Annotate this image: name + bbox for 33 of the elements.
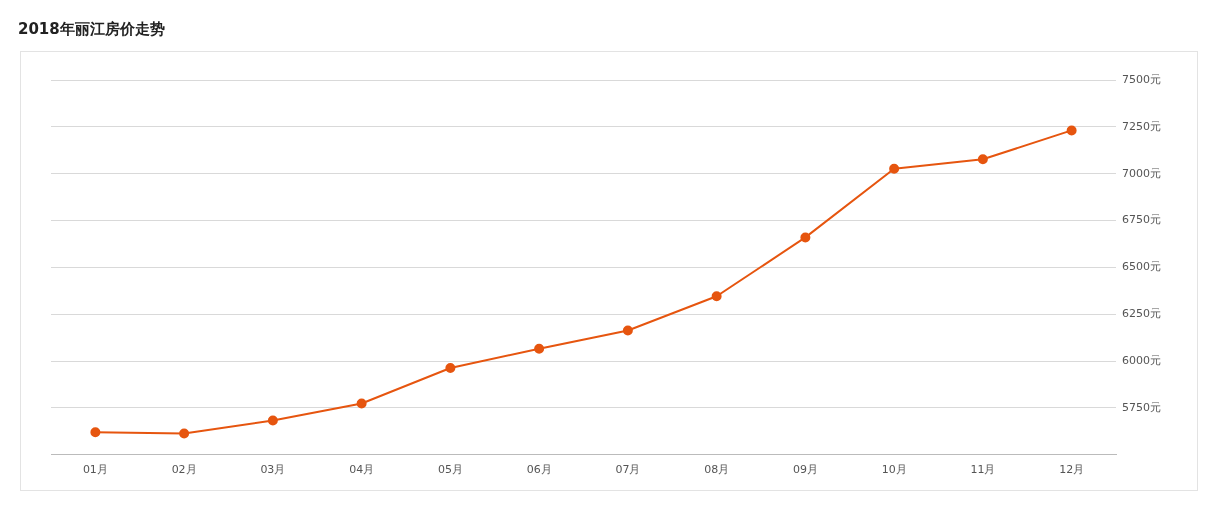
point: [622, 325, 633, 336]
x-tick-label: 06月: [526, 463, 552, 477]
x-tick-label: 01月: [82, 463, 108, 477]
y-tick-label: 5750元: [1122, 400, 1162, 414]
x-tick-label: 05月: [437, 463, 463, 477]
y-tick-label: 7250元: [1122, 119, 1162, 133]
x-tick-label: 03月: [260, 463, 286, 477]
point: [356, 398, 367, 409]
point: [800, 232, 811, 243]
point: [977, 154, 988, 165]
y-tick-label: 7000元: [1122, 166, 1162, 180]
point: [267, 415, 278, 426]
chart-title: 2018年丽江房价走势: [18, 20, 166, 39]
point: [179, 428, 190, 439]
y-tick-label: 6000元: [1122, 353, 1162, 367]
x-tick-label: 08月: [704, 463, 730, 477]
y-tick-label: 6250元: [1122, 307, 1162, 321]
point: [534, 343, 545, 354]
y-tick-label: 7500元: [1122, 72, 1162, 86]
point: [711, 291, 722, 302]
y-tick-label: 6500元: [1122, 260, 1162, 274]
x-tick-label: 02月: [171, 463, 197, 477]
point: [445, 363, 456, 374]
x-tick-label: 12月: [1059, 463, 1085, 477]
x-tick-label: 10月: [881, 463, 907, 477]
x-tick-label: 09月: [792, 463, 818, 477]
x-tick-label: 11月: [970, 463, 996, 477]
y-tick-label: 6750元: [1122, 213, 1162, 227]
point: [90, 427, 101, 438]
point: [889, 163, 900, 174]
x-tick-label: 07月: [615, 463, 641, 477]
point: [1066, 125, 1077, 136]
x-tick-label: 04月: [349, 463, 375, 477]
